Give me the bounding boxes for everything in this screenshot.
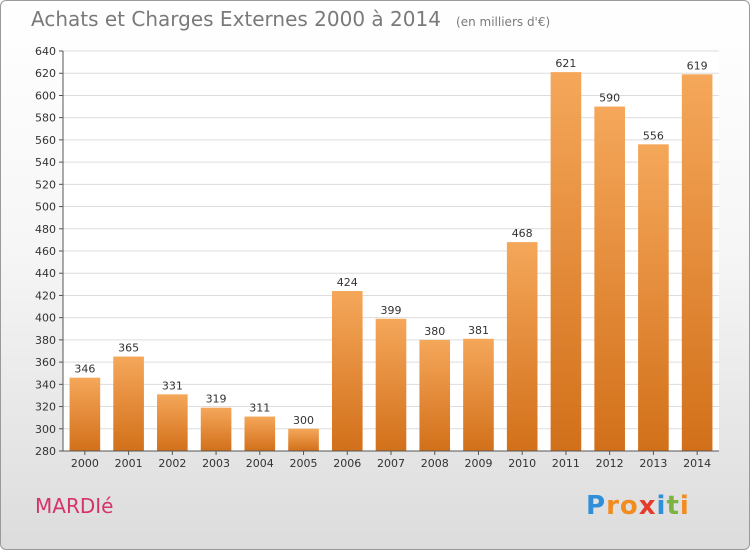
value-label-2005: 300 xyxy=(293,414,314,427)
x-tick-label-2014: 2014 xyxy=(683,457,711,470)
bar-2008 xyxy=(419,339,451,451)
y-tick-label: 580 xyxy=(35,112,56,125)
bar-2001 xyxy=(113,356,144,451)
bar-2014 xyxy=(681,74,713,451)
y-tick-label: 380 xyxy=(35,334,56,347)
bar-2005 xyxy=(288,428,319,451)
x-tick-label-2002: 2002 xyxy=(158,457,186,470)
bar-2000 xyxy=(69,377,101,451)
x-tick-label-2013: 2013 xyxy=(639,457,667,470)
axes: 280 300 320 340 360 380 400 420 440 460 480 500 520 5… xyxy=(35,45,719,470)
value-label-2011: 621 xyxy=(555,57,576,70)
y-tick-label: 440 xyxy=(35,267,56,280)
value-label-2009: 381 xyxy=(468,324,489,337)
y-tick-label: 600 xyxy=(35,89,56,102)
value-label-2013: 556 xyxy=(643,129,664,142)
x-tick-label-2006: 2006 xyxy=(333,457,361,470)
commune-name: MARDIé xyxy=(35,494,114,518)
x-tick-label-2003: 2003 xyxy=(202,457,230,470)
title-row: Achats et Charges Externes 2000 à 2014 (… xyxy=(31,7,550,31)
value-label-2008: 380 xyxy=(424,325,445,338)
chart-title: Achats et Charges Externes 2000 à 2014 xyxy=(31,7,441,31)
bar-2010 xyxy=(506,242,538,451)
value-label-2000: 346 xyxy=(74,363,95,376)
logo-letter: P xyxy=(586,491,607,521)
value-label-2014: 619 xyxy=(687,59,708,72)
y-tick-label: 500 xyxy=(35,201,56,214)
y-tick-label: 620 xyxy=(35,67,56,80)
x-tick-label-2007: 2007 xyxy=(377,457,405,470)
y-tick-label: 540 xyxy=(35,156,56,169)
value-label-2001: 365 xyxy=(118,342,139,355)
y-tick-label: 400 xyxy=(35,312,56,325)
bar-2013 xyxy=(638,144,669,452)
x-tick-label-2001: 2001 xyxy=(115,457,143,470)
y-tick-label: 560 xyxy=(35,134,56,147)
value-label-2002: 331 xyxy=(162,379,183,392)
value-label-2006: 424 xyxy=(337,276,358,289)
chart-subtitle: (en milliers d'€) xyxy=(456,15,551,29)
logo-letter: i xyxy=(679,491,690,521)
proxiti-logo: Proxiti xyxy=(586,491,690,521)
logo-letter: o xyxy=(619,491,639,521)
y-tick-label: 340 xyxy=(35,378,56,391)
logo-letter: x xyxy=(638,491,657,521)
y-tick-label: 280 xyxy=(35,445,56,458)
x-tick-label-2012: 2012 xyxy=(596,457,624,470)
y-tick-label: 420 xyxy=(35,289,56,302)
value-label-2007: 399 xyxy=(381,304,402,317)
logo-letter: r xyxy=(606,491,620,521)
logo-letter: t xyxy=(666,491,680,521)
y-tick-label: 480 xyxy=(35,223,56,236)
logo-letter: i xyxy=(656,491,667,521)
x-tick-label-2000: 2000 xyxy=(71,457,99,470)
y-tick-label: 300 xyxy=(35,423,56,436)
y-tick-label: 320 xyxy=(35,401,56,414)
x-tick-label-2008: 2008 xyxy=(421,457,449,470)
y-tick-label: 640 xyxy=(35,45,56,58)
x-tick-label-2004: 2004 xyxy=(246,457,274,470)
bar-2004 xyxy=(244,416,276,451)
x-tick-label-2005: 2005 xyxy=(290,457,318,470)
bar-2011 xyxy=(550,72,582,451)
bar-2006 xyxy=(331,291,363,451)
y-tick-label: 460 xyxy=(35,245,56,258)
bars: 346 365 331 319 311 300 424 399 380 381 468 621 590 5… xyxy=(69,57,713,452)
value-label-2004: 311 xyxy=(249,402,270,415)
y-tick-label: 520 xyxy=(35,178,56,191)
value-label-2010: 468 xyxy=(512,227,533,240)
x-tick-label-2011: 2011 xyxy=(552,457,580,470)
y-tick-label: 360 xyxy=(35,356,56,369)
value-label-2003: 319 xyxy=(206,393,227,406)
bar-2007 xyxy=(375,318,407,451)
bar-2012 xyxy=(594,106,625,452)
bar-2003 xyxy=(200,407,232,451)
value-label-2012: 590 xyxy=(599,92,620,105)
x-tick-label-2009: 2009 xyxy=(464,457,492,470)
bar-2009 xyxy=(463,338,494,451)
bar-2002 xyxy=(157,394,188,451)
x-tick-label-2010: 2010 xyxy=(508,457,536,470)
